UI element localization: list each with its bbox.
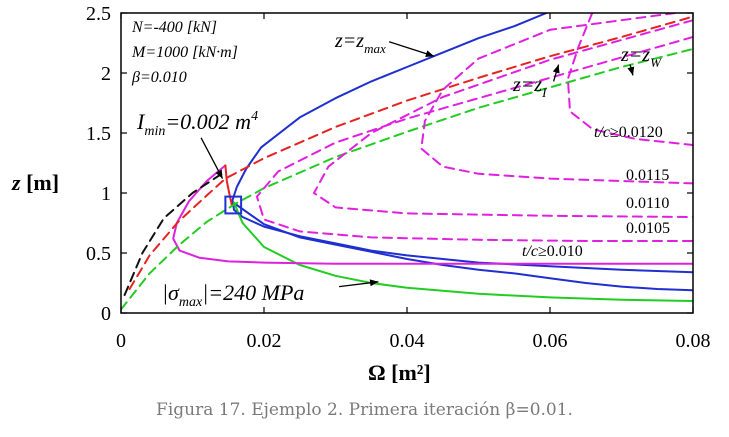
arrow-layer xyxy=(200,41,635,288)
series-line-9 xyxy=(566,13,693,146)
y-tick-label: 2 xyxy=(101,63,111,85)
label-0105: 0.0105 xyxy=(626,220,670,237)
annotation-arrowhead-4 xyxy=(369,279,379,287)
series-line-1 xyxy=(231,146,693,274)
series-line-6 xyxy=(128,15,693,290)
x-tick-label: 0.06 xyxy=(533,330,568,352)
y-tick-label: 1 xyxy=(101,183,111,205)
series-line-2 xyxy=(235,204,693,292)
annotation-arrowhead-2 xyxy=(627,66,635,76)
series-line-4 xyxy=(172,164,693,265)
x-tick-label: 0.08 xyxy=(676,330,711,352)
annotation-arrowhead-0 xyxy=(425,50,435,58)
y-tick-label: 0 xyxy=(101,303,111,325)
highlight-box xyxy=(224,195,243,215)
figure-caption: Figura 17. Ejemplo 2. Primera iteración … xyxy=(156,400,573,420)
series-line-10 xyxy=(420,13,693,185)
series-line-11 xyxy=(313,19,693,218)
label-z-i: z=zI xyxy=(512,74,547,100)
annotation-arrowhead-3 xyxy=(215,169,223,179)
y-tick-label: 2.5 xyxy=(86,3,111,25)
label-z-max: z=zmax xyxy=(334,30,386,56)
x-tick-label: 0.02 xyxy=(247,330,282,352)
y-axis-label: z [m] xyxy=(11,170,59,195)
label-tc-010: t/c≥0.010 xyxy=(522,243,583,260)
label-0110: 0.0110 xyxy=(626,195,669,212)
series-line-7 xyxy=(121,48,693,311)
label-sigma: |σmax|=240 MPa xyxy=(162,280,304,310)
label-imin: Imin=0.002 m4 xyxy=(136,109,258,139)
annotation-arrowhead-1 xyxy=(552,64,560,74)
y-tick-label: 0.5 xyxy=(86,243,111,265)
series-line-0 xyxy=(260,13,548,149)
label-tc-0120: t/c≥0.0120 xyxy=(594,124,663,141)
highlight-box-layer xyxy=(224,195,243,215)
series-line-12 xyxy=(255,36,693,242)
x-axis-label: Ω [m²] xyxy=(368,360,431,385)
label-0115: 0.0115 xyxy=(626,167,669,184)
param-beta: β=0.010 xyxy=(131,69,187,86)
series-line-5 xyxy=(224,164,233,206)
param-m: M=1000 [kN·m] xyxy=(131,44,238,61)
series-line-8 xyxy=(123,170,227,296)
series-layer xyxy=(121,13,693,311)
x-tick-label: 0 xyxy=(116,330,126,352)
tick-layer: 0 0.02 0.04 0.06 0.08 0 0.5 1 1.5 2 2.5 xyxy=(86,3,711,352)
param-n: N=-400 [kN] xyxy=(131,19,217,36)
x-tick-label: 0.04 xyxy=(390,330,425,352)
y-tick-label: 1.5 xyxy=(86,123,111,145)
chart: 0 0.02 0.04 0.06 0.08 0 0.5 1 1.5 2 2.5 N=-400 [kN… xyxy=(11,3,711,385)
